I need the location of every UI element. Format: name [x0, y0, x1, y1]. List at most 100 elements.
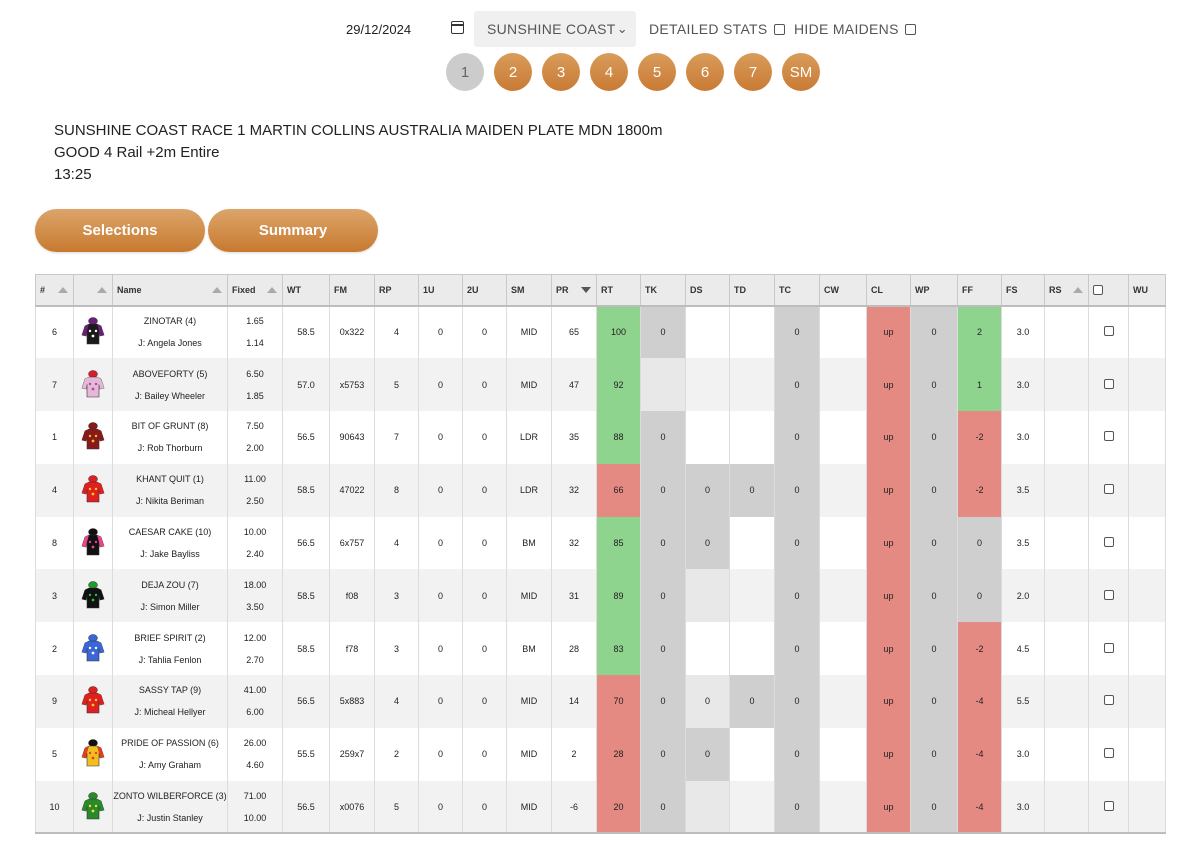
cell-wp: 0 — [910, 411, 958, 464]
race-button-4[interactable]: 4 — [590, 53, 628, 91]
table-row[interactable]: 9 SASSY TAP (9) J: Micheal Hellyer 41.00 6.0… — [35, 675, 1166, 728]
jockey-name: J: Rob Thorburn — [137, 443, 203, 454]
row-select-checkbox[interactable] — [1103, 695, 1114, 706]
cell-ff: 0 — [957, 516, 1002, 570]
cell-u2: 0 — [462, 463, 507, 517]
race-time: 13:25 — [54, 166, 92, 183]
race-button-sm[interactable]: SM — [782, 53, 820, 91]
runner-name: KHANT QUIT (1) — [136, 474, 204, 485]
column-header-pr[interactable]: PR — [551, 274, 597, 307]
row-select-cell — [1088, 516, 1129, 570]
column-header-label: TK — [645, 284, 657, 295]
cell-no: 9 — [35, 675, 74, 728]
column-header-rs[interactable]: RS — [1044, 274, 1089, 307]
column-header-1u[interactable]: 1U — [418, 274, 463, 307]
column-header-tk[interactable]: TK — [640, 274, 686, 307]
column-header-wu[interactable]: WU — [1128, 274, 1166, 307]
hide-maidens-checkbox[interactable] — [904, 23, 916, 35]
race-button-6[interactable]: 6 — [686, 53, 724, 91]
cell-sm: MID — [506, 727, 552, 781]
cell-cl: up — [866, 622, 911, 676]
column-header-label: # — [40, 284, 46, 295]
column-header-ds[interactable]: DS — [685, 274, 730, 307]
column-header-label: RS — [1049, 284, 1062, 295]
column-header-name[interactable]: Name — [112, 274, 228, 307]
row-select-checkbox[interactable] — [1103, 800, 1114, 811]
cell-cw — [819, 358, 867, 412]
row-select-checkbox[interactable] — [1103, 431, 1114, 442]
column-header-fm[interactable]: FM — [329, 274, 375, 307]
row-select-checkbox[interactable] — [1103, 748, 1114, 759]
cell-rp: 2 — [374, 727, 419, 781]
cell-tc: 0 — [774, 305, 820, 359]
race-button-5[interactable]: 5 — [638, 53, 676, 91]
date-input[interactable]: 29/12/2024 — [338, 18, 470, 40]
race-button-2[interactable]: 2 — [494, 53, 532, 91]
sort-asc-icon[interactable] — [212, 287, 222, 293]
cell-pr: 31 — [551, 569, 597, 623]
sort-asc-icon[interactable] — [97, 287, 107, 293]
sort-asc-icon[interactable] — [1073, 287, 1083, 293]
sort-asc-icon[interactable] — [58, 287, 68, 293]
column-header-silk[interactable] — [73, 274, 113, 307]
column-header-cl[interactable]: CL — [866, 274, 911, 307]
column-header-rp[interactable]: RP — [374, 274, 419, 307]
table-row[interactable]: 2 BRIEF SPIRIT (2) J: Tahlia Fenlon 12.00 2.… — [35, 622, 1166, 676]
race-button-7[interactable]: 7 — [734, 53, 772, 91]
cell-td — [729, 516, 775, 570]
column-header-fixed[interactable]: Fixed — [227, 274, 283, 307]
fixed-place-odds: 3.50 — [246, 601, 264, 612]
table-row[interactable]: 1 BIT OF GRUNT (8) J: Rob Thorburn 7.50 2.00… — [35, 411, 1166, 464]
row-select-checkbox[interactable] — [1103, 326, 1114, 337]
selections-button[interactable]: Selections — [35, 209, 205, 252]
detailed-stats-checkbox[interactable] — [773, 23, 785, 35]
column-header-2u[interactable]: 2U — [462, 274, 507, 307]
select-all-checkbox-header[interactable] — [1088, 274, 1129, 307]
column-header-sm[interactable]: SM — [506, 274, 552, 307]
table-row[interactable]: 7 ABOVEFORTY (5) J: Bailey Wheeler 6.50 1.85… — [35, 358, 1166, 412]
cell-u2: 0 — [462, 622, 507, 676]
sort-asc-icon[interactable] — [267, 287, 277, 293]
table-row[interactable]: 5 PRIDE OF PASSION (6) J: Amy Graham 26.00 4… — [35, 727, 1166, 781]
cell-tk: 0 — [640, 622, 686, 676]
column-header-td[interactable]: TD — [729, 274, 775, 307]
table-row[interactable]: 10 ZONTO WILBERFORCE (3) J: Justin Stanley… — [35, 780, 1166, 835]
row-select-checkbox[interactable] — [1103, 537, 1114, 548]
table-body: 6 ZINOTAR (4) J: Angela Jones 1.65 1.14 58.5 0… — [35, 305, 1166, 835]
column-header-ff[interactable]: FF — [957, 274, 1002, 307]
summary-button[interactable]: Summary — [208, 209, 378, 252]
table-row[interactable]: 6 ZINOTAR (4) J: Angela Jones 1.65 1.14 58.5 0… — [35, 305, 1166, 359]
cell-cl: up — [866, 516, 911, 570]
column-header-rt[interactable]: RT — [596, 274, 641, 307]
column-header-fs[interactable]: FS — [1001, 274, 1045, 307]
cell-td — [729, 727, 775, 781]
jockey-name: J: Nikita Beriman — [135, 496, 205, 507]
course-select[interactable]: SUNSHINE COAST ⌄ — [474, 11, 636, 47]
table-row[interactable]: 3 DEJA ZOU (7) J: Simon Miller 18.00 3.50 58.… — [35, 569, 1166, 623]
hide-maidens-toggle[interactable]: HIDE MAIDENS — [794, 21, 916, 37]
cell-cw — [819, 463, 867, 517]
cell-tk: 0 — [640, 516, 686, 570]
column-header-wt[interactable]: WT — [282, 274, 330, 307]
select-all-checkbox[interactable] — [1093, 284, 1103, 295]
table-row[interactable]: 8 CAESAR CAKE (10) J: Jake Bayliss 10.00 2.4… — [35, 516, 1166, 570]
column-header-label: FM — [334, 284, 347, 295]
calendar-icon[interactable] — [451, 21, 464, 34]
detailed-stats-toggle[interactable]: DETAILED STATS — [649, 21, 785, 37]
row-select-checkbox[interactable] — [1103, 589, 1114, 600]
sort-desc-icon[interactable] — [581, 287, 591, 293]
cell-ff: 0 — [957, 569, 1002, 623]
cell-fs: 3.0 — [1001, 305, 1045, 359]
column-header-number[interactable]: # — [35, 274, 74, 307]
cell-ff: -2 — [957, 463, 1002, 517]
row-select-checkbox[interactable] — [1103, 642, 1114, 653]
cell-u1: 0 — [418, 463, 463, 517]
column-header-wp[interactable]: WP — [910, 274, 958, 307]
row-select-checkbox[interactable] — [1103, 484, 1114, 495]
table-row[interactable]: 4 KHANT QUIT (1) J: Nikita Beriman 11.00 2.5… — [35, 463, 1166, 517]
race-button-1[interactable]: 1 — [446, 53, 484, 91]
column-header-tc[interactable]: TC — [774, 274, 820, 307]
row-select-checkbox[interactable] — [1103, 378, 1114, 389]
column-header-cw[interactable]: CW — [819, 274, 867, 307]
race-button-3[interactable]: 3 — [542, 53, 580, 91]
